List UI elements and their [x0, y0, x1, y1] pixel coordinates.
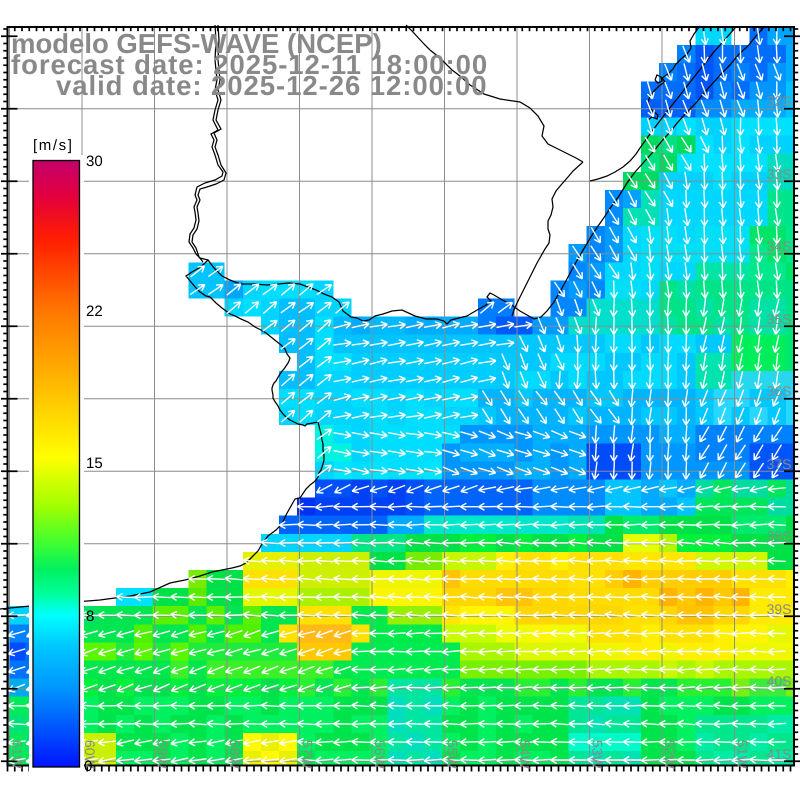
svg-text:0: 0 — [84, 758, 92, 775]
svg-text:34S: 34S — [767, 238, 792, 254]
svg-text:58W: 58W — [227, 740, 243, 770]
svg-text:56W: 56W — [372, 740, 388, 770]
svg-text:37S: 37S — [767, 456, 792, 472]
svg-text:valid date: 2025-12-26 12:00:0: valid date: 2025-12-26 12:00:00 — [56, 70, 488, 101]
svg-text:modelo GEFS-WAVE (NCEP): modelo GEFS-WAVE (NCEP) — [11, 28, 382, 59]
svg-text:57W: 57W — [300, 740, 316, 770]
svg-text:22: 22 — [86, 303, 103, 320]
svg-text:30: 30 — [86, 153, 103, 170]
svg-text:38S: 38S — [767, 528, 792, 544]
svg-text:32S: 32S — [767, 93, 792, 109]
svg-text:39S: 39S — [767, 601, 792, 617]
svg-text:33S: 33S — [767, 166, 792, 182]
svg-text:forecast date: 2025-12-11 18:0: forecast date: 2025-12-11 18:00:00 — [11, 49, 488, 80]
svg-text:15: 15 — [86, 455, 103, 472]
svg-text:53W: 53W — [590, 740, 606, 770]
svg-text:[m/s]: [m/s] — [33, 137, 74, 154]
svg-text:35S: 35S — [767, 311, 792, 327]
svg-text:60W: 60W — [82, 740, 98, 770]
svg-text:54W: 54W — [517, 740, 533, 770]
svg-text:61W: 61W — [10, 740, 26, 770]
svg-text:8: 8 — [86, 608, 94, 625]
svg-text:41S: 41S — [767, 746, 792, 762]
svg-text:40S: 40S — [767, 673, 792, 689]
svg-text:59W: 59W — [155, 740, 171, 770]
svg-text:51W: 51W — [735, 740, 751, 770]
svg-text:52W: 52W — [662, 740, 678, 770]
svg-text:36S: 36S — [767, 383, 792, 399]
svg-text:55W: 55W — [445, 740, 461, 770]
